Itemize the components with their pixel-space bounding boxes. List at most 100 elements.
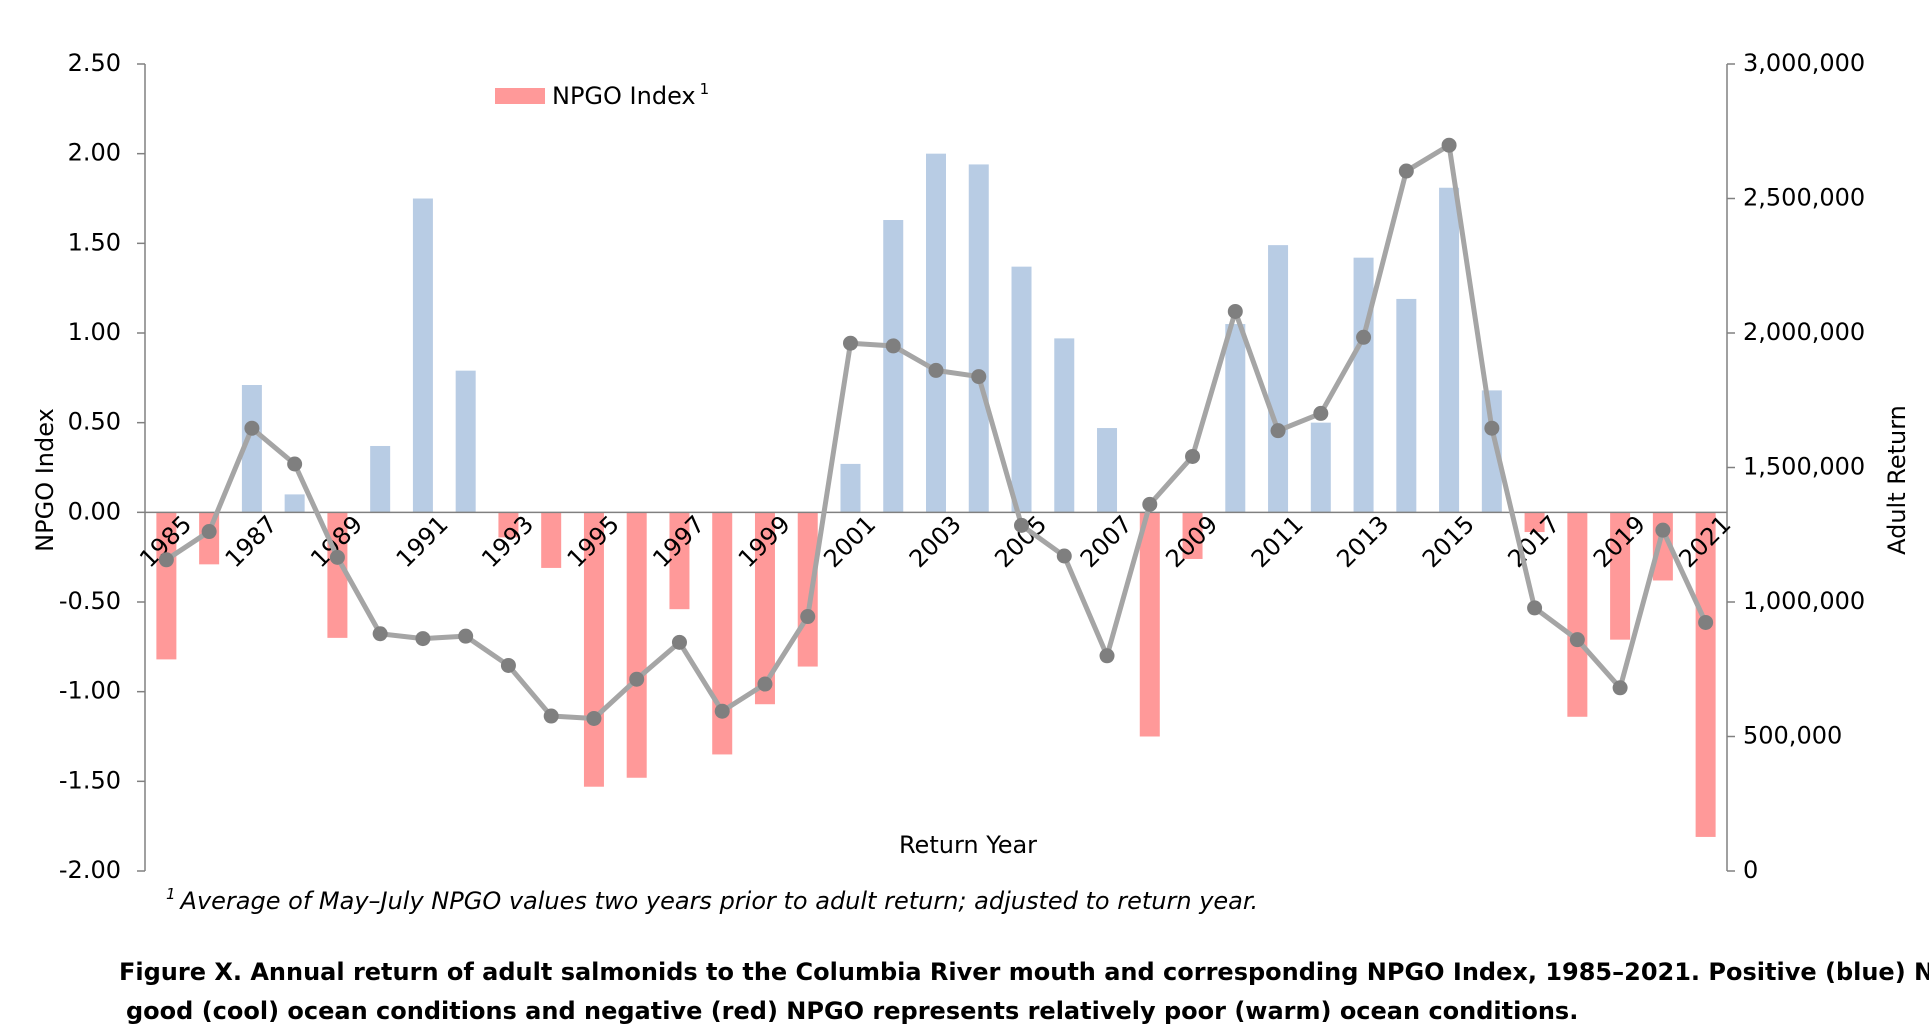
bar [1481,390,1502,513]
bar [412,198,433,513]
line-marker [629,671,645,687]
bar [712,512,733,755]
bar [241,385,262,513]
line-marker [1270,423,1286,439]
y2-tick-label: 500,000 [1743,722,1842,750]
y-tick-label: -0.50 [59,587,121,615]
line-marker [1313,405,1329,421]
bar [754,512,775,705]
legend-superscript: 1 [700,80,710,98]
bar [797,512,818,667]
bar [1054,338,1075,513]
bar [1182,512,1203,559]
line-marker [158,552,174,568]
footnote-marker: 1 [166,885,176,903]
line-marker [415,631,431,647]
bar [455,370,476,513]
bar [669,512,690,610]
bar [626,512,647,778]
line-marker [543,708,559,724]
line-marker [586,710,602,726]
bar [1610,512,1631,640]
legend-text: NPGO Index [552,82,696,110]
bar [1310,422,1331,513]
y2-axis-title: Adult Return [1883,405,1911,555]
bar [1396,298,1417,513]
y2-tick-label: 2,500,000 [1743,184,1865,212]
line-marker [1227,303,1243,319]
line-marker [1356,329,1372,345]
bar [840,463,861,513]
line-marker [458,628,474,644]
line-marker [1612,680,1628,696]
line-marker [1185,448,1201,464]
line-marker [1014,517,1030,533]
line-marker [1056,548,1072,564]
line-marker [1569,632,1585,648]
footnote: 1 Average of May–July NPGO values two yea… [166,885,1258,916]
legend-swatch [495,88,545,104]
bar [926,153,946,513]
y-tick-label: 1.50 [68,228,121,256]
bar [968,164,989,513]
line-marker [1484,420,1500,436]
y2-tick-label: 1,000,000 [1743,587,1865,615]
line-marker [842,335,858,351]
line-marker [1398,163,1414,179]
bar [1268,245,1289,513]
y-tick-label: 0.50 [68,408,121,436]
footnote-text: Average of May–July NPGO values two year… [179,887,1259,915]
y-tick-label: 1.00 [68,318,121,346]
bar [1225,324,1246,513]
line-marker [1698,614,1714,630]
line-marker [244,420,260,436]
legend-label: NPGO Index 1 [552,80,709,111]
y-axis-title: NPGO Index [31,408,59,552]
line-marker [500,657,516,673]
bar [883,220,904,513]
bar [284,494,305,513]
line-marker [201,524,217,540]
line-marker [1142,496,1158,512]
bar [541,512,562,568]
y2-tick-label: 3,000,000 [1743,49,1865,77]
bar [1524,512,1545,533]
x-axis-title: Return Year [899,831,1037,859]
line-marker [1655,522,1671,538]
bar [1097,428,1118,513]
y-tick-label: -1.50 [59,766,121,794]
bar [156,512,177,660]
bar [1567,512,1588,717]
line-marker [757,676,773,692]
y-tick-label: 2.50 [68,49,121,77]
y-tick-label: -2.00 [59,856,121,884]
bar [1011,266,1032,513]
line-marker [971,369,987,385]
bar [498,512,519,538]
caption-line: Figure X. Annual return of adult salmoni… [119,958,1929,986]
y2-tick-label: 0 [1743,856,1758,884]
line-marker [671,634,687,650]
caption-line: good (cool) ocean conditions and negativ… [126,997,1578,1025]
line-marker [1527,600,1543,616]
line-marker [372,626,388,642]
y-tick-label: 2.00 [68,139,121,167]
line-marker [287,456,303,472]
line-marker [329,549,345,565]
line-marker [800,609,816,625]
bar [1695,512,1716,837]
bar [370,445,391,513]
bar [1353,257,1374,513]
line-marker [1099,648,1115,664]
line-marker [885,338,901,354]
y2-tick-label: 2,000,000 [1743,318,1865,346]
bar [1139,512,1160,737]
line-marker [928,362,944,378]
y2-tick-label: 1,500,000 [1743,453,1865,481]
line-marker [714,703,730,719]
y-tick-label: 0.00 [68,497,121,525]
y-tick-label: -1.00 [59,677,121,705]
